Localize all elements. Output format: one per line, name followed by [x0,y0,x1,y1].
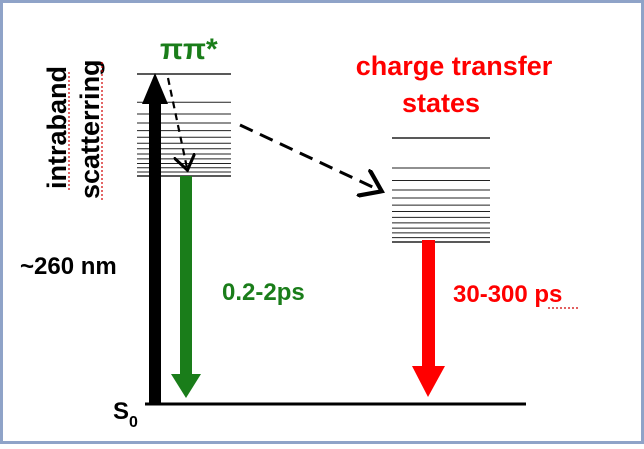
intraband-dashed-arrow [166,77,187,168]
transfer-dashed-arrow [239,123,379,190]
green-time-label: 0.2-2ps [222,279,305,306]
charge-transfer-label-line2: states [402,88,480,118]
ground-state-label: S0 [113,398,138,431]
intraband-label-line2: scatterring [75,59,105,199]
green-relaxation-arrow [171,176,201,398]
excitation-arrow [142,73,168,405]
red-time-label: 30-300 ps [453,281,562,308]
charge-transfer-levels [392,137,490,243]
ground-state-S: S [113,398,129,425]
intraband-label-line1: intraband [42,66,72,189]
charge-transfer-label-line1: charge transfer [356,51,553,81]
excitation-wavelength-label: ~260 nm [20,253,117,280]
pi-pi-star-label: ππ* [160,33,218,66]
ground-state-subscript: 0 [129,414,138,431]
red-decay-arrow [412,240,445,397]
